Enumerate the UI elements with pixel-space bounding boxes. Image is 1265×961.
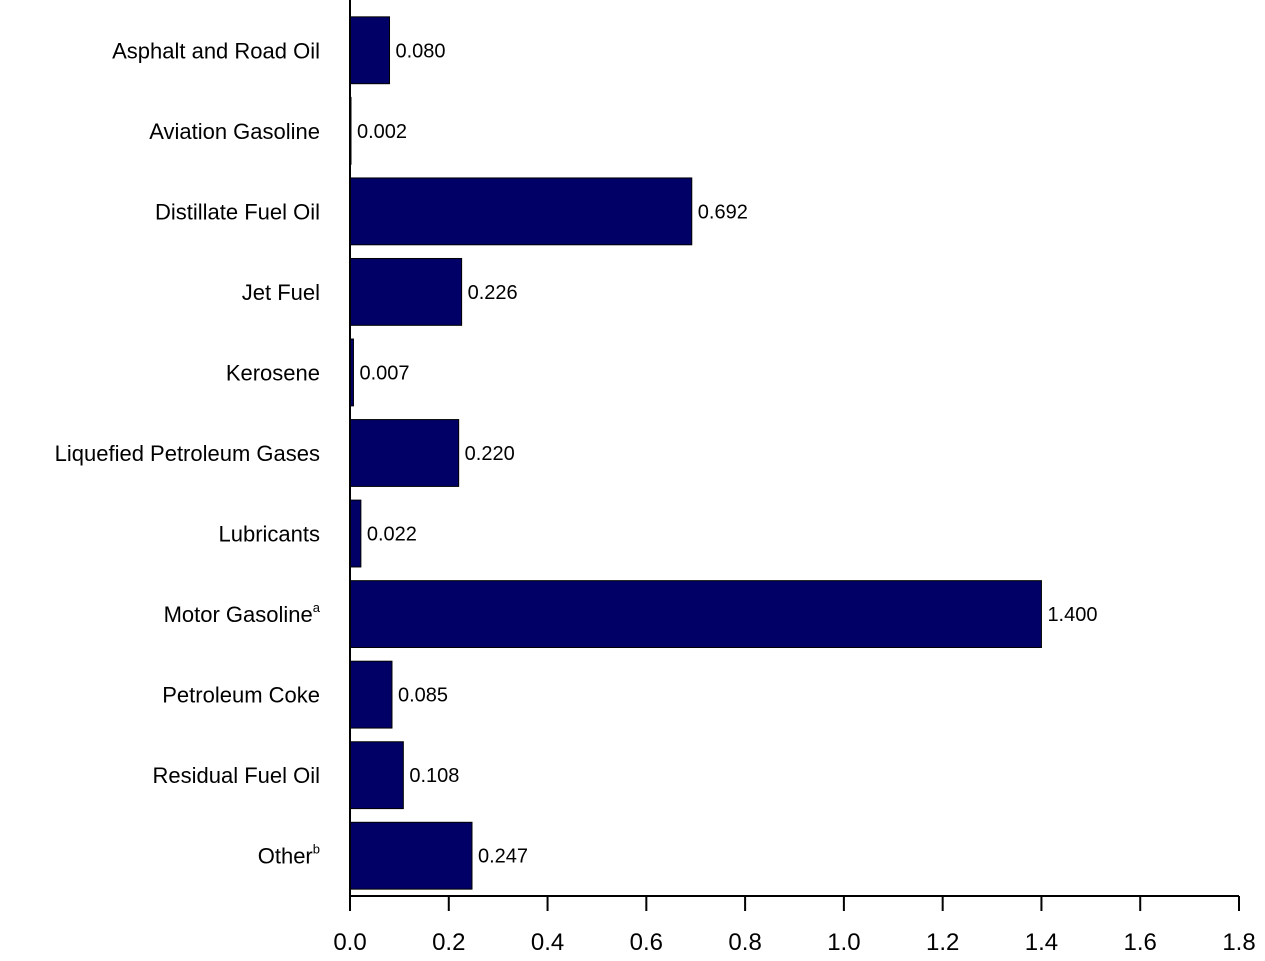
value-labels-layer: 0.080 0.002 0.692 0.226 0.007 0.220 0.022 1.400…	[357, 40, 1098, 867]
x-tick-label: 0.6	[630, 929, 663, 956]
bar	[349, 16, 391, 85]
value-label: 0.226	[468, 282, 518, 304]
bar	[349, 177, 693, 246]
axes-layer: 0.0 0.2 0.4 0.6 0.8 1.0 1.2 1.4 1.6 1.8	[333, 0, 1256, 956]
category-label-text: Liquefied Petroleum Gases	[55, 441, 320, 466]
category-label: Motor Gasolinea	[164, 600, 321, 627]
x-tick-label: 1.6	[1124, 929, 1157, 956]
category-labels-layer: Asphalt and Road Oil Aviation Gasoline Dis…	[55, 38, 321, 868]
value-label: 0.220	[465, 443, 515, 465]
bars-layer	[349, 16, 1042, 890]
footnote-marker: a	[313, 600, 321, 615]
value-label: 1.400	[1047, 604, 1097, 626]
category-label-text: Aviation Gasoline	[149, 119, 320, 144]
bar	[349, 741, 404, 810]
x-tick-label: 1.4	[1025, 929, 1058, 956]
category-label-text: Asphalt and Road Oil	[112, 38, 320, 63]
category-label-text: Motor Gasoline	[164, 602, 313, 627]
x-tick-label: 1.0	[827, 929, 860, 956]
bar	[349, 499, 362, 568]
x-tick-label: 1.2	[926, 929, 959, 956]
value-label: 0.247	[478, 846, 528, 868]
x-tick-label: 1.8	[1222, 929, 1255, 956]
value-label: 0.002	[357, 121, 407, 143]
bar	[349, 580, 1042, 649]
category-label-text: Distillate Fuel Oil	[155, 199, 320, 224]
category-label-text: Kerosene	[226, 360, 320, 385]
category-label-text: Petroleum Coke	[162, 683, 320, 708]
value-label: 0.022	[367, 524, 417, 546]
category-label: Lubricants	[218, 522, 320, 547]
category-label: Residual Fuel Oil	[152, 763, 320, 788]
category-label-text: Residual Fuel Oil	[152, 763, 320, 788]
category-label: Asphalt and Road Oil	[112, 38, 320, 63]
bar	[349, 257, 463, 326]
category-label-text: Jet Fuel	[242, 280, 320, 305]
bar	[349, 821, 473, 890]
category-label-text: Other	[258, 844, 313, 869]
footnote-marker: b	[313, 842, 320, 857]
category-label: Jet Fuel	[242, 280, 320, 305]
value-label: 0.085	[398, 685, 448, 707]
x-tick-label: 0.4	[531, 929, 564, 956]
bar	[349, 419, 460, 487]
bar	[349, 660, 393, 729]
category-label: Distillate Fuel Oil	[155, 199, 320, 224]
value-label: 0.108	[409, 765, 459, 787]
category-label: Aviation Gasoline	[149, 119, 320, 144]
x-tick-label: 0.8	[728, 929, 761, 956]
x-tick-label: 0.2	[432, 929, 465, 956]
x-tick-label: 0.0	[333, 929, 366, 956]
category-label-text: Lubricants	[218, 522, 320, 547]
category-label: Liquefied Petroleum Gases	[55, 441, 320, 466]
value-label: 0.007	[359, 362, 409, 384]
category-label: Petroleum Coke	[162, 683, 320, 708]
value-label: 0.692	[698, 201, 748, 223]
category-label: Kerosene	[226, 360, 320, 385]
value-label: 0.080	[396, 40, 446, 62]
category-label: Otherb	[258, 842, 320, 869]
